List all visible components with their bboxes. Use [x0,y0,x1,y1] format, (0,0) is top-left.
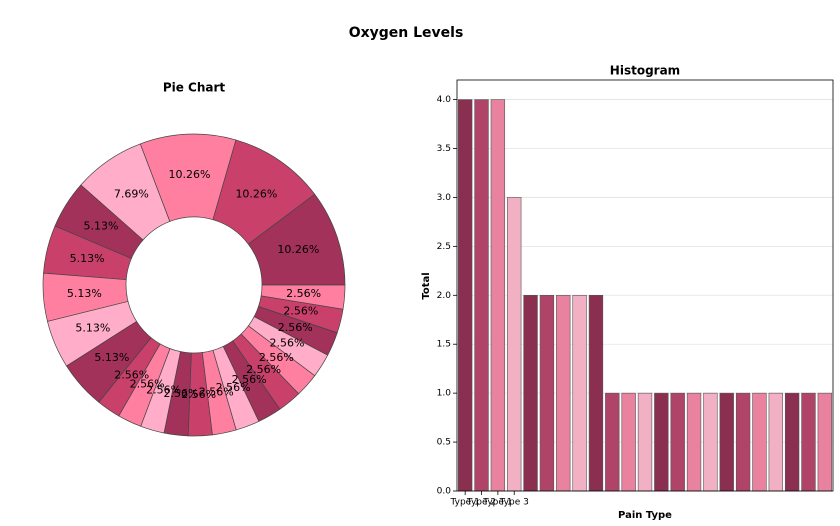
slice-label: 2.56% [283,304,318,317]
slice-label: 2.56% [130,377,165,390]
bar [605,392,620,492]
pie-title: Pie Chart [163,81,226,95]
bar [768,392,783,492]
slice-label: 2.56% [216,381,251,394]
bar [735,392,751,492]
slice-label: 2.56% [232,373,267,386]
slice-label: 2.56% [278,321,313,334]
y-tick-label: 0.0 [437,487,452,497]
slice-label: 2.56% [163,387,198,400]
slice-label: 10.26% [277,243,319,256]
slice-label: 2.56% [246,363,281,376]
bar-title: Histogram [610,64,680,78]
slice-label: 5.13% [75,321,110,334]
bar [719,392,734,492]
y-tick-label: 1.5 [437,340,451,350]
bar [474,99,489,492]
y-tick-label: 1.0 [437,389,452,399]
pie-slice [260,284,346,310]
bar [801,392,816,492]
bar [654,392,669,492]
bar [670,392,685,492]
slice-label: 2.56% [259,351,294,364]
slice-label: 5.13% [94,351,129,364]
x-tick-label: Type 1 [482,498,512,508]
y-tick-label: 3.0 [437,193,452,203]
slice-label: 2.56% [146,384,181,397]
bar [703,392,718,492]
bar [572,294,587,492]
x-tick-label: Type 1 [450,498,480,508]
bar [556,294,571,492]
y-tick-label: 2.5 [437,242,451,252]
y-tick-label: 2.0 [437,291,452,301]
y-tick-label: 4.0 [437,95,452,105]
slice-label: 5.13% [83,219,118,232]
slice-label: 5.13% [70,252,105,265]
bar [637,392,653,492]
slice-label: 10.26% [235,187,277,200]
y-tick-label: 0.5 [437,438,451,448]
slice-label: 2.56% [199,386,234,399]
slice-label: 5.13% [67,287,102,300]
bar [523,294,538,492]
x-tick-label: Type 3 [499,498,529,508]
y-tick-label: 3.5 [437,144,451,154]
y-axis-label: Total [421,272,432,299]
bar [686,392,702,492]
bar [490,99,506,492]
slice-label: 2.56% [270,337,305,350]
x-tick-label: Type 2 [466,498,496,508]
bar [507,197,522,492]
bar [752,392,767,492]
bar [817,392,832,492]
bar [784,392,800,492]
bar [621,392,636,492]
bar [458,99,473,492]
slice-label: 2.56% [181,388,216,401]
x-axis-label: Pain Type [618,510,672,521]
slice-label: 2.56% [114,369,149,382]
page-title: Oxygen Levels [349,25,464,41]
slice-label: 2.56% [286,287,321,300]
slice-label: 10.26% [168,168,210,181]
plot-frame [456,79,834,492]
bar [539,294,555,492]
bar [588,294,604,492]
slice-label: 7.69% [114,188,149,201]
